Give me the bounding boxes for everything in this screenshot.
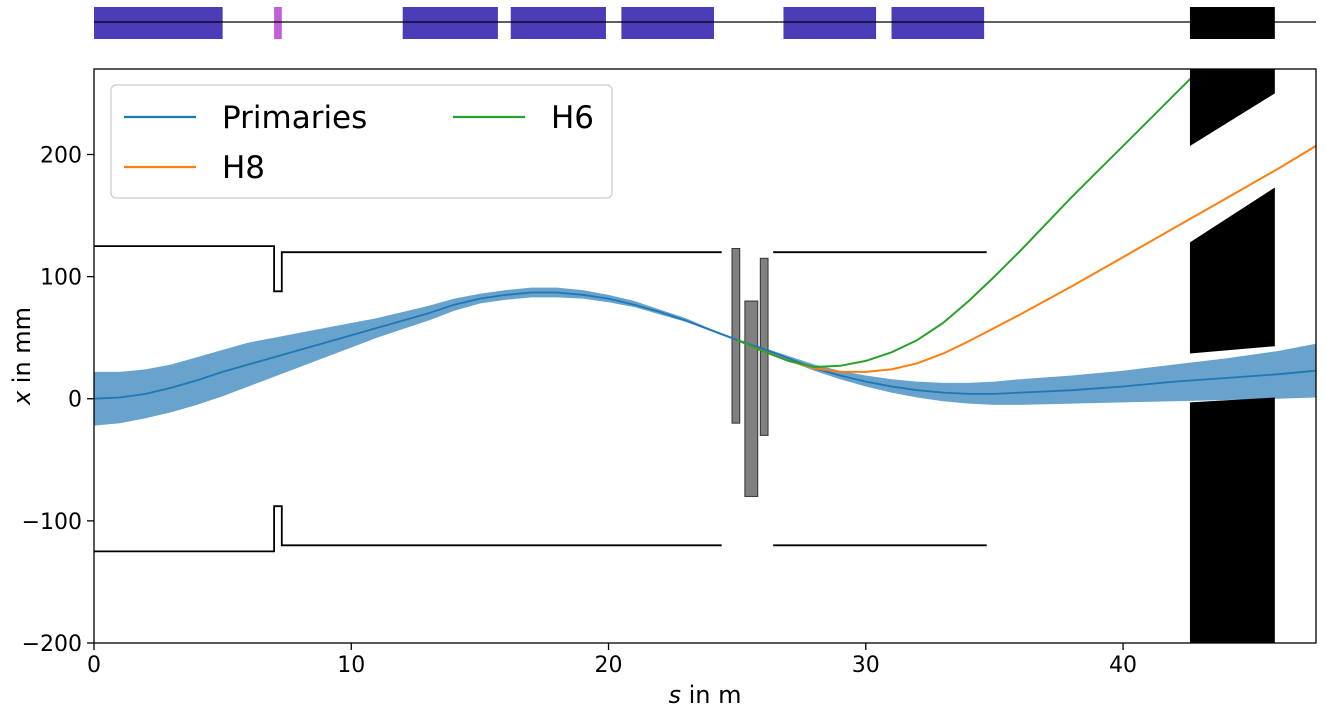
lattice-element-7: [1189, 7, 1275, 39]
plot-area: [94, 69, 1316, 643]
y-tick-label-4: 200: [40, 143, 82, 168]
aperture-upper-line: [94, 245, 987, 293]
lattice-element-5: [783, 7, 877, 39]
legend-label-h8: H8: [222, 150, 265, 186]
axes-frame: [93, 68, 1317, 644]
collimator-jaw-1: [744, 300, 759, 497]
lattice-strip: [94, 7, 1316, 39]
series-line-primaries: [94, 291, 1316, 400]
y-tick-label-3: 100: [40, 266, 82, 291]
y-tick-label-0: −200: [22, 632, 82, 657]
legend-label-h6: H6: [551, 100, 594, 136]
x-tick-label-0: 0: [87, 653, 101, 678]
x-tick-label-2: 20: [595, 653, 623, 678]
legend-label-primaries: Primaries: [222, 100, 367, 136]
collimator-jaw-2: [759, 257, 769, 436]
lattice-element-0: [94, 7, 223, 39]
collimator-jaw-0: [731, 248, 741, 424]
y-tick-label-1: −100: [22, 510, 82, 535]
target-block-middle: [1189, 187, 1275, 354]
legend: Primaries H8 H6: [110, 84, 613, 199]
x-tick-label-3: 30: [852, 653, 880, 678]
series-line-h6: [736, 69, 1201, 368]
lattice-element-6: [891, 7, 985, 39]
lattice-element-4: [621, 7, 715, 39]
y-tick-label-2: 0: [68, 388, 82, 413]
lattice-element-1: [274, 7, 282, 39]
x-axis-label: s in m: [668, 681, 741, 709]
lattice-element-2: [402, 7, 498, 39]
target-block-top: [1189, 69, 1275, 146]
y-axis-label: x in mm: [8, 307, 36, 406]
x-tick-label-1: 10: [337, 653, 365, 678]
target-block-bottom: [1189, 397, 1275, 643]
x-tick-label-4: 40: [1109, 653, 1137, 678]
axes: 0 10 20 30 40 −200 −100 0 100 200: [22, 68, 1317, 678]
legend-box: [110, 84, 613, 199]
lattice-element-3: [510, 7, 606, 39]
aperture-lower-line: [94, 505, 987, 553]
plot-content: [94, 69, 1316, 643]
